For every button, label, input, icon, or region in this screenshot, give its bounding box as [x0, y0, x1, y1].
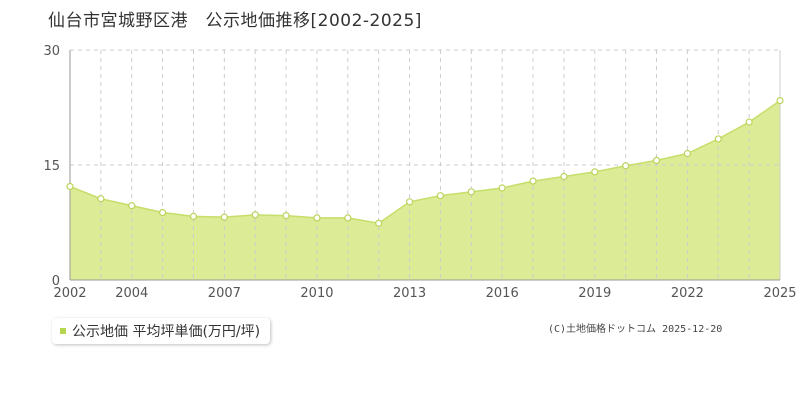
data-point [467, 188, 475, 196]
chart-title: 仙台市宮城野区港 公示地価推移[2002-2025] [48, 11, 422, 31]
x-tick-label: 2013 [393, 286, 426, 301]
y-tick-label: 15 [43, 159, 60, 174]
x-tick-label: 2022 [671, 286, 704, 301]
legend: 公示地価 平均坪単価(万円/坪) [52, 318, 271, 344]
data-point [745, 118, 753, 126]
data-point [313, 214, 321, 222]
data-point [683, 149, 691, 158]
data-point [128, 202, 136, 210]
data-point [375, 219, 383, 227]
data-point [436, 192, 445, 200]
legend-swatch [60, 328, 66, 334]
data-point [652, 156, 661, 164]
x-tick-label: 2016 [486, 286, 519, 301]
x-tick-label: 2019 [578, 286, 611, 301]
data-point [405, 198, 414, 206]
data-point [714, 135, 722, 143]
series-line [69, 99, 781, 225]
data-point [560, 172, 568, 181]
y-tick-label: 0 [52, 274, 60, 289]
data-point [529, 177, 537, 185]
x-tick-label: 2010 [300, 286, 333, 301]
data-point [622, 162, 630, 170]
data-point [344, 214, 352, 222]
x-tick-label: 2002 [53, 286, 86, 301]
x-tick-label: 2004 [115, 286, 148, 301]
data-point [282, 212, 290, 220]
data-point [591, 168, 599, 176]
data-point [251, 211, 259, 219]
legend-label: 公示地価 平均坪単価(万円/坪) [72, 324, 261, 340]
data-point [776, 96, 784, 105]
data-point [66, 182, 74, 191]
data-point [498, 184, 506, 192]
x-tick-label: 2007 [208, 286, 241, 301]
x-tick-label: 2025 [763, 286, 796, 301]
data-point [220, 213, 228, 221]
area-fill [70, 100, 780, 280]
y-tick-label: 30 [43, 44, 60, 59]
credit-text: (C)土地価格ドットコム 2025-12-20 [548, 324, 723, 335]
data-point [97, 195, 105, 203]
data-point [189, 212, 198, 220]
data-point [159, 208, 167, 217]
